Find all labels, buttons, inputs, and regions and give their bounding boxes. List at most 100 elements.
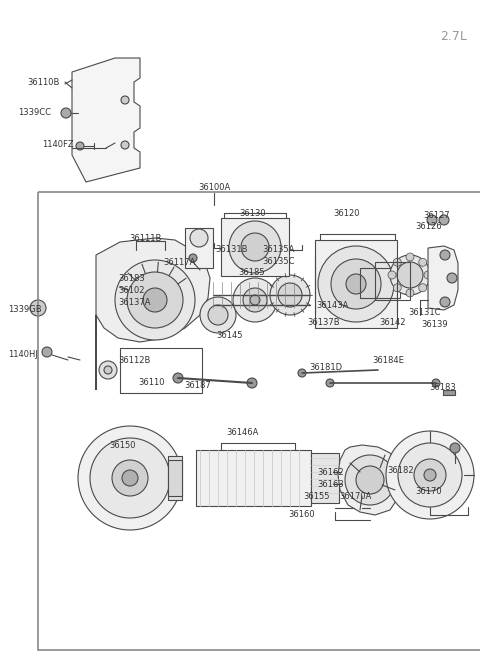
Text: 36183: 36183: [429, 383, 456, 392]
Circle shape: [439, 215, 449, 225]
Polygon shape: [338, 445, 400, 515]
Bar: [120, 348, 202, 393]
Circle shape: [122, 470, 138, 486]
Circle shape: [99, 361, 117, 379]
Circle shape: [440, 297, 450, 307]
Polygon shape: [96, 238, 210, 390]
Circle shape: [326, 379, 334, 387]
Text: 1140FZ: 1140FZ: [42, 140, 73, 149]
Text: 36110B: 36110B: [27, 78, 60, 87]
Text: 36143A: 36143A: [316, 301, 348, 310]
Text: 36146A: 36146A: [226, 428, 258, 437]
Circle shape: [61, 108, 71, 118]
Circle shape: [427, 215, 437, 225]
Circle shape: [90, 438, 170, 518]
Circle shape: [397, 262, 423, 288]
Bar: [38, 192, 480, 650]
Circle shape: [190, 229, 208, 247]
Polygon shape: [428, 246, 458, 310]
Text: 36183: 36183: [118, 274, 145, 283]
Text: 36135A: 36135A: [262, 245, 294, 254]
Circle shape: [356, 466, 384, 494]
Circle shape: [419, 258, 427, 267]
Circle shape: [414, 459, 446, 491]
Text: 36100A: 36100A: [198, 183, 230, 192]
Circle shape: [42, 347, 52, 357]
Text: 36160: 36160: [288, 510, 315, 519]
Text: 36130: 36130: [240, 209, 266, 218]
Text: 36131B: 36131B: [215, 245, 248, 254]
Text: 36102: 36102: [118, 286, 144, 295]
Bar: [360, 268, 400, 298]
Circle shape: [229, 221, 281, 273]
Bar: [168, 460, 182, 496]
Text: 36150: 36150: [109, 441, 135, 450]
Circle shape: [393, 258, 401, 267]
Circle shape: [331, 259, 381, 309]
Circle shape: [121, 141, 129, 149]
Circle shape: [76, 142, 84, 150]
Text: 36170: 36170: [415, 487, 442, 496]
Text: 2.7L: 2.7L: [440, 30, 467, 43]
Text: 36111B: 36111B: [129, 234, 161, 243]
Bar: [375, 262, 410, 300]
Circle shape: [112, 460, 148, 496]
Circle shape: [386, 431, 474, 519]
Text: 36137A: 36137A: [118, 298, 151, 307]
Circle shape: [250, 295, 260, 305]
Text: 36184E: 36184E: [372, 356, 404, 365]
Circle shape: [200, 297, 236, 333]
Circle shape: [247, 378, 257, 388]
Text: 1339GB: 1339GB: [8, 305, 42, 314]
Text: 36110: 36110: [138, 378, 165, 387]
Text: 36127: 36127: [423, 211, 450, 220]
Circle shape: [278, 283, 302, 307]
Text: 36135C: 36135C: [262, 257, 295, 266]
Circle shape: [115, 260, 195, 340]
Text: 36126: 36126: [415, 222, 442, 231]
Circle shape: [406, 289, 414, 297]
Circle shape: [30, 300, 46, 316]
Text: 36139: 36139: [421, 320, 448, 329]
Text: 36187: 36187: [184, 381, 211, 390]
Bar: [315, 240, 397, 328]
Text: 1339CC: 1339CC: [18, 108, 51, 117]
Circle shape: [393, 284, 401, 291]
Circle shape: [424, 469, 436, 481]
Circle shape: [406, 253, 414, 261]
Text: 36131C: 36131C: [408, 308, 441, 317]
Text: 36170A: 36170A: [339, 492, 372, 501]
Circle shape: [189, 254, 197, 262]
Circle shape: [78, 426, 182, 530]
Circle shape: [173, 373, 183, 383]
Text: 36137B: 36137B: [307, 318, 340, 327]
Circle shape: [432, 379, 440, 387]
Circle shape: [345, 455, 395, 505]
Circle shape: [318, 246, 394, 322]
Circle shape: [233, 278, 277, 322]
Text: 36142: 36142: [379, 318, 406, 327]
Text: 36112B: 36112B: [118, 356, 150, 365]
Circle shape: [419, 284, 427, 291]
Text: 36145: 36145: [216, 331, 242, 340]
Text: 36163: 36163: [317, 480, 344, 489]
Circle shape: [440, 250, 450, 260]
Circle shape: [424, 271, 432, 279]
Circle shape: [241, 233, 269, 261]
Circle shape: [127, 272, 183, 328]
Circle shape: [270, 275, 310, 315]
Text: 36120: 36120: [333, 209, 360, 218]
Text: 36182: 36182: [387, 466, 414, 475]
Text: 36162: 36162: [317, 468, 344, 477]
Circle shape: [298, 369, 306, 377]
Circle shape: [450, 443, 460, 453]
Bar: [168, 456, 182, 500]
Circle shape: [398, 443, 462, 507]
Circle shape: [104, 366, 112, 374]
Text: 36181D: 36181D: [309, 363, 342, 372]
Bar: [311, 453, 339, 503]
Bar: [443, 390, 455, 395]
Circle shape: [346, 274, 366, 294]
Circle shape: [208, 305, 228, 325]
Bar: [221, 218, 289, 276]
